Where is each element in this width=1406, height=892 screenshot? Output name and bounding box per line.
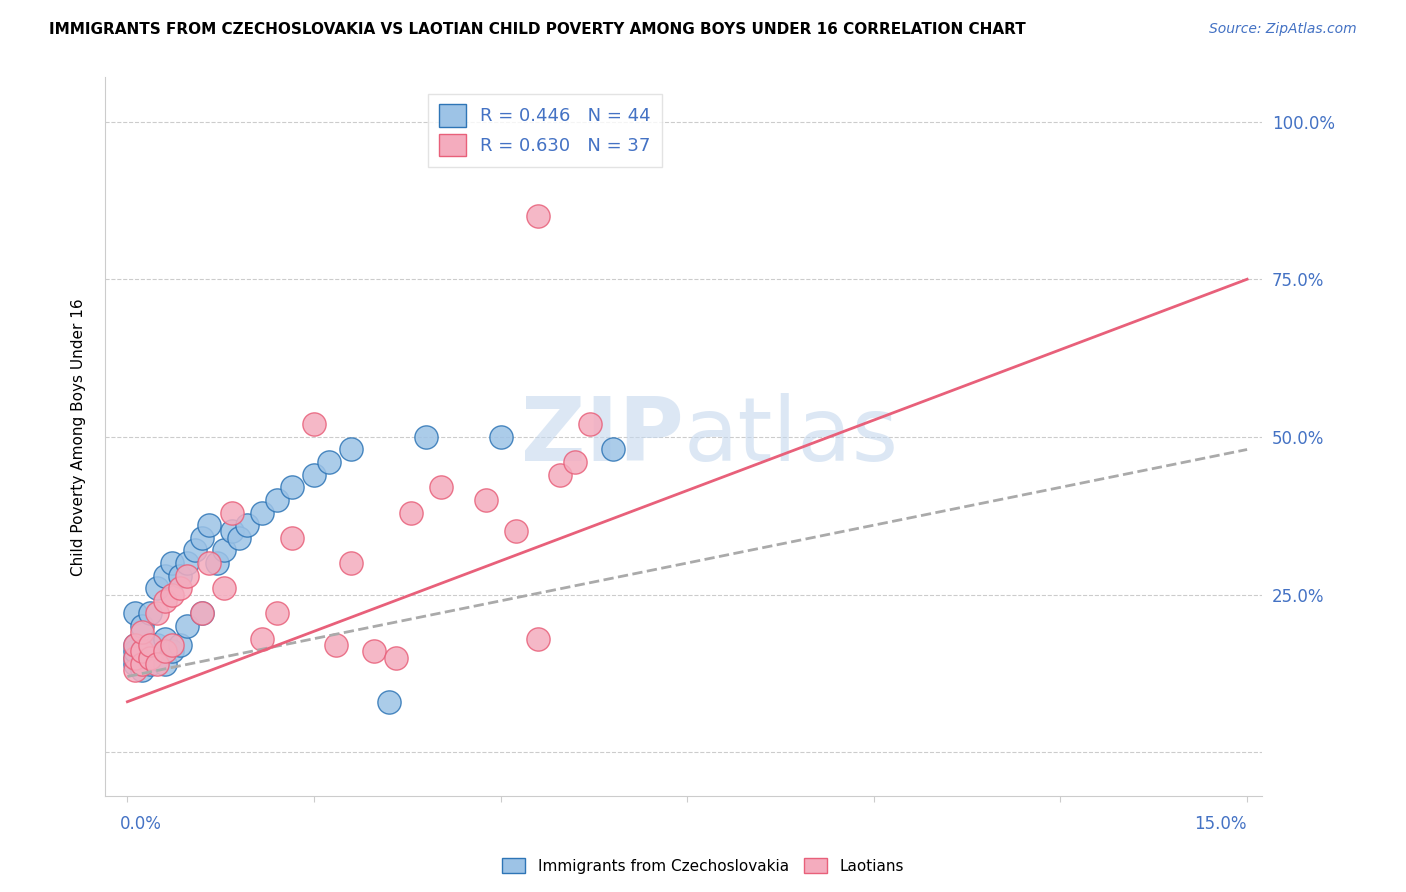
Point: [139, 650, 162, 665]
Point: [139, 638, 162, 652]
Point: [214, 543, 236, 558]
Legend: R = 0.446   N = 44, R = 0.630   N = 37: R = 0.446 N = 44, R = 0.630 N = 37: [427, 94, 662, 167]
Point: [221, 524, 243, 539]
Point: [280, 480, 302, 494]
Point: [191, 531, 214, 545]
Point: [176, 556, 198, 570]
Point: [139, 644, 162, 658]
Point: [198, 518, 221, 533]
Point: [399, 506, 422, 520]
Point: [579, 417, 602, 432]
Point: [146, 650, 169, 665]
Point: [183, 543, 205, 558]
Point: [146, 638, 169, 652]
Point: [131, 657, 153, 671]
Point: [153, 632, 176, 646]
Point: [602, 442, 624, 457]
Point: [160, 638, 183, 652]
Point: [198, 556, 221, 570]
Point: [205, 556, 228, 570]
Point: [176, 568, 198, 582]
Point: [430, 480, 453, 494]
Point: [474, 492, 496, 507]
Point: [139, 650, 162, 665]
Point: [169, 581, 191, 595]
Point: [131, 619, 153, 633]
Point: [236, 518, 259, 533]
Point: [214, 581, 236, 595]
Point: [325, 638, 347, 652]
Y-axis label: Child Poverty Among Boys Under 16: Child Poverty Among Boys Under 16: [72, 298, 86, 575]
Point: [340, 556, 363, 570]
Point: [250, 506, 273, 520]
Text: IMMIGRANTS FROM CZECHOSLOVAKIA VS LAOTIAN CHILD POVERTY AMONG BOYS UNDER 16 CORR: IMMIGRANTS FROM CZECHOSLOVAKIA VS LAOTIA…: [49, 22, 1026, 37]
Point: [124, 638, 146, 652]
Point: [169, 638, 191, 652]
Point: [191, 607, 214, 621]
Point: [153, 644, 176, 658]
Point: [153, 568, 176, 582]
Point: [139, 657, 162, 671]
Point: [266, 492, 288, 507]
Point: [340, 442, 363, 457]
Point: [131, 644, 153, 658]
Point: [124, 657, 146, 671]
Point: [124, 650, 146, 665]
Point: [169, 568, 191, 582]
Point: [489, 430, 512, 444]
Text: 0.0%: 0.0%: [120, 815, 162, 833]
Legend: Immigrants from Czechoslovakia, Laotians: Immigrants from Czechoslovakia, Laotians: [496, 852, 910, 880]
Text: 15.0%: 15.0%: [1195, 815, 1247, 833]
Point: [131, 657, 153, 671]
Point: [250, 632, 273, 646]
Point: [131, 644, 153, 658]
Point: [146, 581, 169, 595]
Point: [146, 657, 169, 671]
Point: [527, 632, 550, 646]
Point: [160, 556, 183, 570]
Point: [191, 607, 214, 621]
Point: [221, 506, 243, 520]
Point: [302, 417, 325, 432]
Point: [139, 607, 162, 621]
Point: [564, 455, 586, 469]
Point: [124, 650, 146, 665]
Point: [527, 209, 550, 223]
Point: [385, 650, 408, 665]
Point: [160, 644, 183, 658]
Point: [124, 638, 146, 652]
Point: [131, 663, 153, 677]
Point: [124, 607, 146, 621]
Point: [176, 619, 198, 633]
Text: atlas: atlas: [683, 393, 898, 481]
Point: [124, 663, 146, 677]
Point: [505, 524, 527, 539]
Point: [363, 644, 385, 658]
Text: ZIP: ZIP: [520, 393, 683, 481]
Point: [160, 588, 183, 602]
Point: [153, 657, 176, 671]
Point: [228, 531, 250, 545]
Point: [266, 607, 288, 621]
Point: [131, 625, 153, 640]
Point: [415, 430, 437, 444]
Point: [377, 695, 399, 709]
Point: [124, 644, 146, 658]
Point: [153, 594, 176, 608]
Point: [302, 467, 325, 482]
Point: [280, 531, 302, 545]
Point: [550, 467, 572, 482]
Point: [318, 455, 340, 469]
Text: Source: ZipAtlas.com: Source: ZipAtlas.com: [1209, 22, 1357, 37]
Point: [146, 607, 169, 621]
